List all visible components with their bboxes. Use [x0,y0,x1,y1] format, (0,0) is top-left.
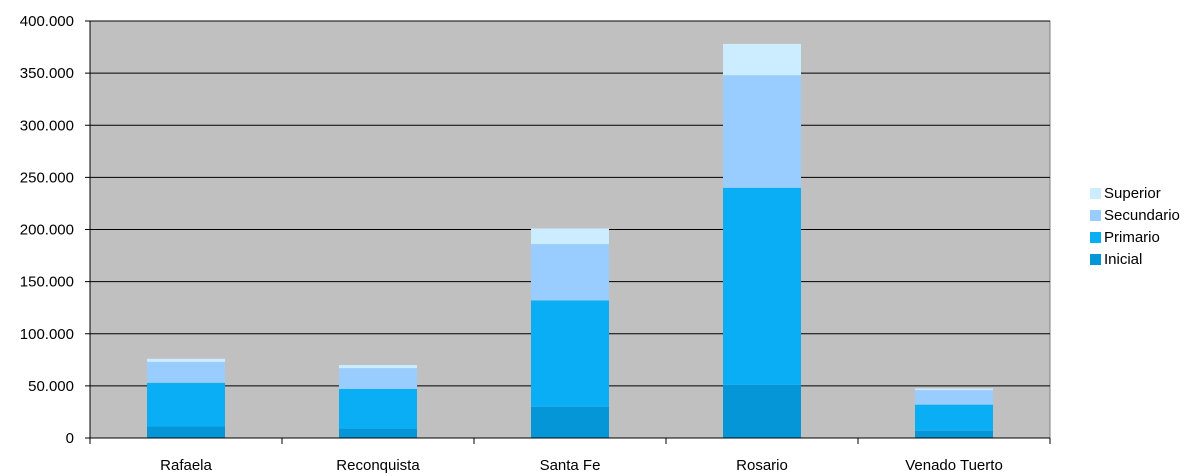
bar-segment-superior [339,365,417,368]
bar-segment-superior [915,388,993,390]
bar-segment-inicial [723,385,801,438]
x-tick-label: Rosario [736,457,788,474]
bar-segment-secundario [339,368,417,389]
y-tick-label: 0 [66,430,74,447]
x-tick-label: Venado Tuerto [905,457,1003,474]
y-tick-label: 200.000 [20,222,74,239]
x-tick-label: Rafaela [160,457,212,474]
legend-item-primario: Primario [1090,226,1180,248]
legend-swatch [1090,188,1101,199]
bar-segment-inicial [339,429,417,438]
legend-swatch [1090,254,1101,265]
y-tick-label: 150.000 [20,274,74,291]
y-tick-label: 300.000 [20,117,74,134]
bar-segment-superior [723,44,801,75]
bar-segment-primario [531,300,609,406]
bar-segment-superior [531,228,609,244]
y-tick-labels: 0 50.000 100.000 150.000 200.000 250.000 300.0… [20,13,74,447]
y-tick-label: 100.000 [20,326,74,343]
x-tick-labels: Rafaela Reconquista Santa Fe Rosario Venado … [160,457,1003,474]
legend-item-secundario: Secundario [1090,204,1180,226]
bar-segment-primario [147,383,225,427]
legend-item-inicial: Inicial [1090,248,1180,270]
x-tick-label: Reconquista [336,457,420,474]
legend-item-superior: Superior [1090,182,1180,204]
legend-swatch [1090,210,1101,221]
legend: Superior Secundario Primario Inicial [1090,182,1180,270]
bar-segment-secundario [915,390,993,405]
y-tick-label: 350.000 [20,65,74,82]
y-tick-label: 400.000 [20,13,74,30]
x-tick-label: Santa Fe [540,457,601,474]
bar-segment-primario [915,405,993,431]
bar-segment-inicial [147,427,225,438]
bar-segment-secundario [531,244,609,300]
bar-segment-secundario [723,75,801,188]
bar-segment-inicial [915,431,993,438]
bar-segment-inicial [531,407,609,438]
legend-label: Secundario [1104,207,1180,224]
bar-segment-superior [147,359,225,362]
bar-segment-secundario [147,362,225,383]
legend-swatch [1090,232,1101,243]
y-tick-label: 50.000 [28,378,74,395]
bar-segment-primario [723,188,801,385]
bar-segment-primario [339,389,417,429]
y-tick-label: 250.000 [20,169,74,186]
legend-label: Superior [1104,185,1161,202]
legend-label: Inicial [1104,251,1142,268]
legend-label: Primario [1104,229,1160,246]
